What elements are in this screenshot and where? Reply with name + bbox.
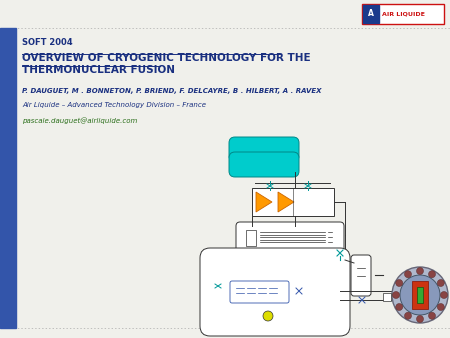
Bar <box>363 5 379 23</box>
Polygon shape <box>256 192 272 212</box>
Text: A: A <box>368 9 374 19</box>
Text: pascale.dauguet@airliquide.com: pascale.dauguet@airliquide.com <box>22 117 137 124</box>
Circle shape <box>396 304 403 311</box>
FancyBboxPatch shape <box>230 281 289 303</box>
Circle shape <box>400 275 440 315</box>
Bar <box>362 4 444 24</box>
Circle shape <box>405 312 411 319</box>
Bar <box>246 230 256 246</box>
FancyBboxPatch shape <box>351 255 371 296</box>
Circle shape <box>437 280 444 287</box>
Circle shape <box>263 311 273 321</box>
Bar <box>0 28 16 328</box>
Text: THERMONUCLEAR FUSION: THERMONUCLEAR FUSION <box>22 65 175 75</box>
Circle shape <box>428 312 436 319</box>
Bar <box>417 287 423 303</box>
Text: Air Liquide – Advanced Technology Division – France: Air Liquide – Advanced Technology Divisi… <box>22 102 206 108</box>
Circle shape <box>417 267 423 274</box>
Text: OVERVIEW OF CRYOGENIC TECHNOLOGY FOR THE: OVERVIEW OF CRYOGENIC TECHNOLOGY FOR THE <box>22 53 310 63</box>
Circle shape <box>441 291 447 298</box>
FancyBboxPatch shape <box>200 248 350 336</box>
FancyBboxPatch shape <box>236 222 344 254</box>
Circle shape <box>392 267 448 323</box>
Circle shape <box>405 271 411 278</box>
FancyBboxPatch shape <box>229 152 299 177</box>
Circle shape <box>417 315 423 322</box>
Bar <box>252 188 334 216</box>
Text: P. DAUGUET, M . BONNETON, P. BRIEND, F. DELCAYRE, B . HILBERT, A . RAVEX: P. DAUGUET, M . BONNETON, P. BRIEND, F. … <box>22 88 321 94</box>
Circle shape <box>428 271 436 278</box>
Polygon shape <box>278 192 294 212</box>
Text: AIR LIQUIDE: AIR LIQUIDE <box>382 11 425 17</box>
Circle shape <box>437 304 444 311</box>
Text: SOFT 2004: SOFT 2004 <box>22 38 72 47</box>
FancyBboxPatch shape <box>229 137 299 162</box>
Circle shape <box>392 291 400 298</box>
Bar <box>412 281 428 309</box>
Bar <box>383 293 391 301</box>
Circle shape <box>396 280 403 287</box>
